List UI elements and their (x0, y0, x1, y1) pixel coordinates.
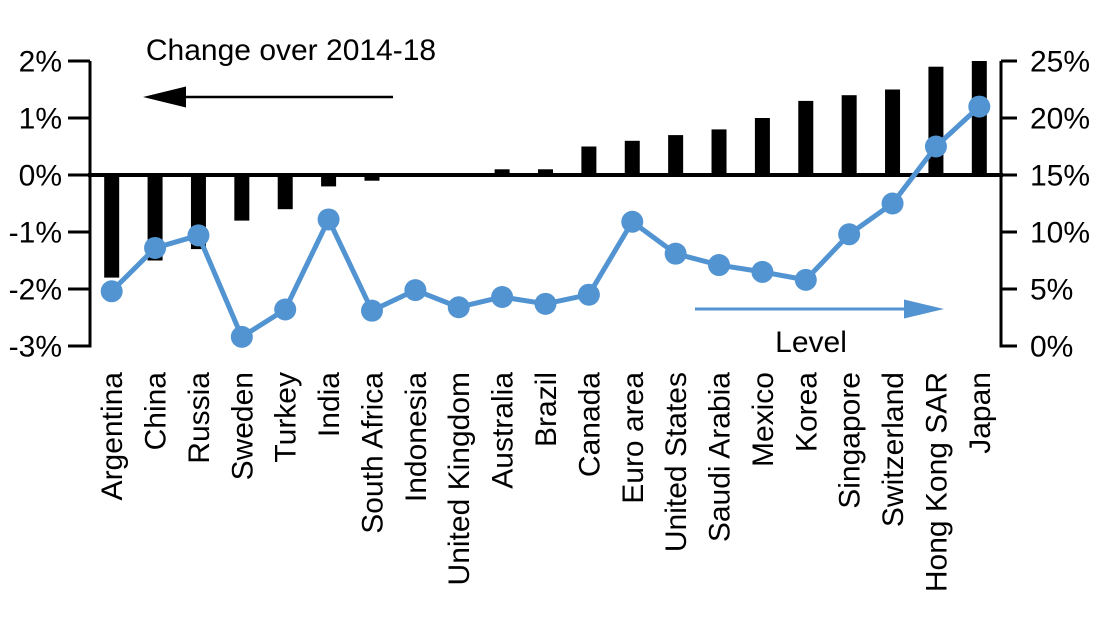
bar-hong-kong-sar (928, 66, 944, 175)
right-axis-tick-label: 25% (1030, 46, 1090, 79)
left-axis-tick-label: -1% (9, 217, 62, 250)
category-label-euro-area: Euro area (617, 372, 650, 504)
level-marker-india (317, 208, 340, 231)
left-arrow-icon (143, 86, 186, 108)
bar-brazil (538, 169, 553, 175)
level-marker-brazil (534, 292, 557, 315)
level-marker-united-states (664, 242, 687, 265)
category-label-hong-kong-sar: Hong Kong SAR (920, 372, 953, 592)
category-label-united-states: United States (660, 372, 693, 552)
bar-south-africa (364, 175, 380, 181)
right-axis-tick-label: 0% (1030, 331, 1073, 364)
right-axis-tick-label: 10% (1030, 217, 1090, 250)
bar-united-states (668, 135, 684, 175)
category-label-singapore: Singapore (834, 372, 867, 509)
level-marker-switzerland (881, 192, 904, 215)
level-marker-sweden (230, 325, 253, 348)
left-axis-tick-label: -2% (9, 274, 62, 307)
category-label-china: China (140, 372, 173, 451)
right-axis-tick-label: 15% (1030, 160, 1090, 193)
category-label-japan: Japan (964, 372, 997, 454)
category-label-korea: Korea (790, 372, 823, 452)
level-marker-japan (968, 95, 991, 118)
category-label-mexico: Mexico (747, 372, 780, 467)
level-marker-singapore (838, 223, 861, 246)
category-label-brazil: Brazil (530, 372, 563, 447)
level-marker-argentina (100, 280, 123, 303)
bars-annotation-label: Change over 2014-18 (146, 34, 436, 67)
bar-japan (971, 61, 987, 175)
category-label-canada: Canada (573, 372, 606, 477)
category-label-india: India (313, 372, 346, 437)
bar-turkey (277, 175, 293, 210)
level-marker-turkey (274, 298, 297, 321)
bar-saudi-arabia (711, 129, 727, 175)
level-marker-mexico (751, 260, 774, 283)
category-label-indonesia: Indonesia (400, 372, 433, 502)
level-marker-united-kingdom (447, 296, 470, 319)
level-marker-canada (577, 283, 600, 306)
level-marker-hong-kong-sar (924, 135, 947, 158)
category-label-turkey: Turkey (270, 372, 303, 463)
level-marker-indonesia (404, 279, 427, 302)
level-marker-russia (187, 224, 210, 247)
line-annotation-label: Level (775, 326, 847, 359)
level-marker-korea (794, 268, 817, 291)
bar-canada (581, 146, 597, 175)
left-axis-tick-label: -3% (9, 331, 62, 364)
category-label-south-africa: South Africa (356, 372, 389, 534)
level-marker-china (144, 236, 167, 259)
bar-sweden (234, 175, 250, 221)
category-label-united-kingdom: United Kingdom (443, 372, 476, 585)
category-label-russia: Russia (183, 372, 216, 464)
left-axis-tick-label: 1% (19, 103, 62, 136)
right-axis-tick-label: 5% (1030, 274, 1073, 307)
bar-india (321, 175, 337, 187)
level-marker-euro-area (621, 210, 644, 233)
level-marker-south-africa (360, 299, 383, 322)
category-label-argentina: Argentina (96, 372, 129, 501)
bar-australia (494, 169, 510, 175)
bar-korea (798, 100, 814, 175)
bar-mexico (754, 118, 770, 175)
right-axis-tick-label: 20% (1030, 103, 1090, 136)
level-marker-saudi-arabia (708, 254, 731, 277)
category-label-australia: Australia (487, 372, 520, 489)
left-axis-tick-label: 2% (19, 46, 62, 79)
bar-euro-area (624, 140, 640, 175)
bar-switzerland (885, 89, 901, 175)
category-label-sweden: Sweden (226, 372, 259, 480)
level-marker-australia (491, 285, 514, 308)
left-axis-tick-label: 0% (19, 160, 62, 193)
category-label-saudi-arabia: Saudi Arabia (704, 372, 737, 542)
bar-argentina (104, 175, 120, 278)
category-label-switzerland: Switzerland (877, 372, 910, 527)
right-arrow-icon (904, 299, 944, 319)
bar-singapore (841, 95, 857, 175)
